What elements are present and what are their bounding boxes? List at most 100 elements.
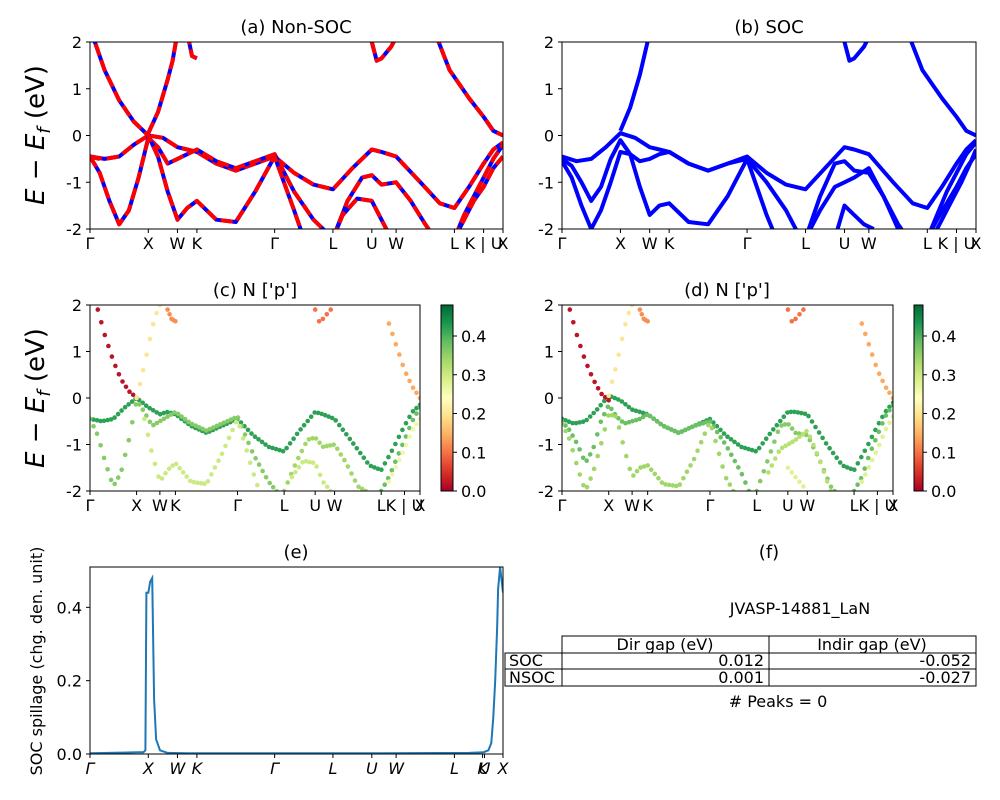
projection-dot xyxy=(137,381,143,387)
projection-dot xyxy=(417,416,420,422)
projection-dot xyxy=(866,441,871,447)
projection-dot xyxy=(801,484,806,489)
projection-dot xyxy=(720,464,725,469)
projection-dot xyxy=(830,450,836,456)
xtick-label: U xyxy=(366,234,378,253)
projection-dot xyxy=(749,447,755,453)
projection-dot xyxy=(728,437,734,442)
projection-dot xyxy=(161,410,166,416)
projection-dot xyxy=(645,319,650,324)
projection-dot xyxy=(294,431,300,437)
xtick-label: K | U xyxy=(859,496,897,515)
projection-dot xyxy=(587,452,593,457)
projection-dot xyxy=(218,422,223,427)
projection-dot xyxy=(863,331,868,337)
panel-b-title: (b) SOC xyxy=(734,17,803,38)
projection-dot xyxy=(869,446,875,452)
projection-dot xyxy=(697,422,702,427)
projection-dot xyxy=(574,332,580,338)
xtick-label: U xyxy=(479,759,491,778)
band-line xyxy=(562,149,775,229)
projection-dot xyxy=(315,410,321,416)
projection-dot xyxy=(266,444,272,450)
projection-dot xyxy=(285,480,291,485)
projection-dot xyxy=(580,455,586,461)
projection-dot xyxy=(773,456,778,461)
panel-c-yticks: -2 -1 0 1 2 xyxy=(66,296,90,501)
projection-dot xyxy=(414,421,419,427)
projection-dot xyxy=(797,479,802,485)
projection-dot xyxy=(356,484,361,490)
projection-dot xyxy=(609,379,615,385)
panel-c-bands xyxy=(90,305,420,491)
xtick-label: L xyxy=(280,496,289,515)
projection-dot xyxy=(619,336,625,342)
projection-dot xyxy=(813,424,818,430)
projection-dot xyxy=(563,428,568,434)
projection-dot xyxy=(673,483,679,489)
xtick-label: L xyxy=(850,496,859,515)
ytick-label: 2 xyxy=(72,296,82,315)
xtick-label: K xyxy=(664,234,675,253)
projection-dot xyxy=(267,480,273,486)
projection-dot xyxy=(193,423,198,429)
projection-dot xyxy=(143,403,149,409)
projection-dot xyxy=(666,482,672,488)
projection-dot xyxy=(186,419,191,425)
projection-dot xyxy=(742,445,748,451)
projection-dot xyxy=(616,397,621,402)
projection-dot xyxy=(567,307,573,312)
xtick-label: Γ xyxy=(86,496,95,515)
projection-dot xyxy=(260,468,265,474)
projection-dot xyxy=(331,442,337,448)
projection-dot xyxy=(851,488,857,491)
projection-dot xyxy=(639,312,645,317)
projection-dot xyxy=(778,418,783,424)
projection-dot xyxy=(698,439,704,445)
xtick-label: W xyxy=(388,759,405,778)
projection-dot xyxy=(337,422,342,428)
projection-dot xyxy=(312,410,318,415)
projection-dot xyxy=(809,419,815,424)
band-line-red xyxy=(146,42,178,135)
projection-dot xyxy=(189,421,195,427)
projection-dot xyxy=(310,436,315,441)
panel-e-title: (e) xyxy=(283,542,308,563)
projection-dot xyxy=(725,446,731,451)
projection-dot xyxy=(263,475,269,480)
projection-dot xyxy=(626,404,632,410)
projection-dot xyxy=(799,410,804,416)
projection-dot xyxy=(890,402,893,408)
projection-dot xyxy=(609,406,614,412)
projection-dot xyxy=(351,441,356,446)
projection-dot xyxy=(887,420,892,426)
projection-dot xyxy=(225,418,230,424)
xtick-label: K xyxy=(477,759,489,778)
projection-dot xyxy=(335,446,340,452)
projection-dot xyxy=(700,421,706,426)
projection-dot xyxy=(306,437,312,442)
projection-dot xyxy=(168,412,174,417)
projection-dot xyxy=(814,451,820,456)
projection-dot xyxy=(149,448,154,453)
table-col-dir-gap: Dir gap (eV) xyxy=(617,635,714,654)
projection-dot xyxy=(869,434,875,440)
projection-dot xyxy=(880,378,885,384)
projection-dot xyxy=(165,307,170,312)
projection-dot xyxy=(862,448,868,454)
projection-dot xyxy=(652,471,658,477)
projection-dot xyxy=(637,307,643,312)
projection-dot xyxy=(417,395,420,401)
projection-dot xyxy=(240,436,246,441)
projection-dot xyxy=(602,427,608,432)
projection-dot xyxy=(270,445,275,451)
projection-dot xyxy=(669,427,674,432)
projection-dot xyxy=(284,445,289,451)
projection-dot xyxy=(713,438,718,444)
projection-dot xyxy=(670,483,675,488)
projection-dot xyxy=(163,470,168,476)
projection-dot xyxy=(616,352,621,358)
gap-table: Dir gap (eV) Indir gap (eV) SOC 0.012 -0… xyxy=(504,635,977,687)
